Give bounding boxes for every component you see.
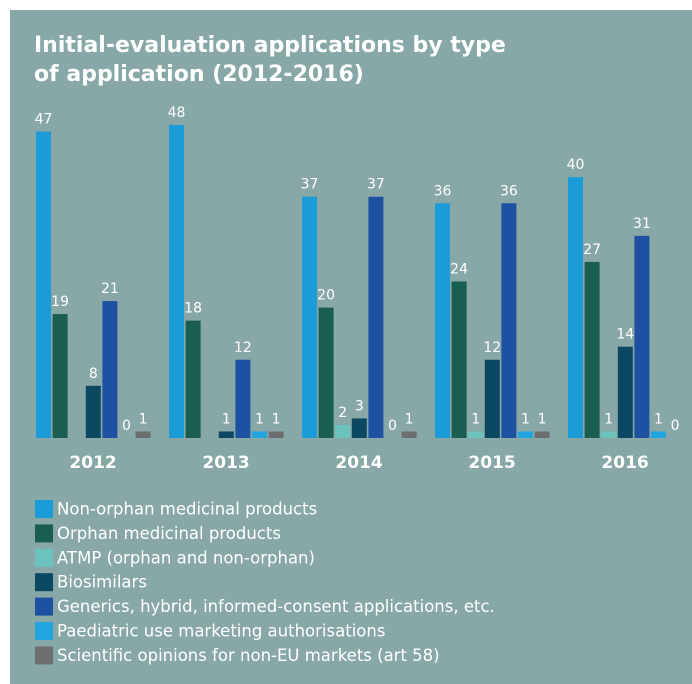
x-tick-label: 2016: [601, 453, 648, 473]
data-label: 1: [538, 411, 547, 427]
bar: [601, 431, 617, 438]
legend-swatch: [35, 573, 53, 592]
data-label: 2: [338, 405, 347, 421]
chart-title: Initial-evaluation applications by type o…: [34, 33, 506, 87]
data-label: 1: [255, 411, 264, 427]
legend-swatch: [35, 548, 53, 567]
bar: [185, 320, 201, 438]
bar: [518, 431, 533, 438]
data-label: 27: [583, 242, 601, 258]
data-label: 1: [604, 411, 613, 427]
legend-label: Scientific opinions for non-EU markets (…: [57, 646, 440, 665]
bar: [634, 235, 650, 438]
bar: [351, 418, 367, 438]
legend-swatch: [35, 622, 53, 640]
legend-label: Generics, hybrid, informed-consent appli…: [57, 597, 495, 616]
data-label: 31: [633, 216, 651, 232]
bar: [135, 431, 151, 438]
data-label: 20: [317, 288, 335, 304]
data-label: 1: [139, 411, 148, 427]
bar: [368, 196, 384, 438]
data-label: 3: [355, 398, 364, 414]
bar: [36, 131, 51, 439]
data-label: 18: [184, 301, 202, 317]
data-label: 1: [471, 411, 480, 427]
legend-label: Biosimilars: [57, 573, 147, 592]
bar: [302, 196, 317, 438]
bar: [218, 431, 234, 438]
legend-swatch: [35, 597, 53, 616]
data-label: 21: [101, 281, 119, 297]
bar: [451, 281, 467, 438]
data-label: 14: [616, 327, 634, 343]
legend-label: Orphan medicinal products: [57, 524, 281, 543]
data-label: 36: [500, 183, 518, 199]
data-label: 19: [51, 294, 69, 310]
bar: [85, 385, 101, 438]
data-label: 12: [483, 340, 501, 356]
legend-label: ATMP (orphan and non-orphan): [57, 548, 315, 567]
bar: [102, 301, 118, 438]
bar: [252, 431, 267, 438]
bar: [484, 359, 500, 438]
x-tick-label: 2015: [468, 453, 515, 473]
bar: [401, 431, 417, 438]
bar: [651, 431, 666, 438]
bar: [568, 177, 583, 438]
data-label: 47: [35, 112, 53, 128]
bar: [501, 203, 517, 438]
data-label: 37: [367, 177, 385, 193]
bar: [468, 431, 484, 438]
bar: [52, 314, 68, 438]
bar: [617, 346, 633, 438]
data-label: 24: [450, 262, 468, 278]
bar: [435, 203, 450, 438]
data-label: 1: [272, 411, 281, 427]
bar: [235, 359, 251, 438]
legend-swatch: [35, 524, 53, 543]
x-tick-label: 2014: [335, 453, 382, 473]
data-label: 12: [234, 340, 252, 356]
legend-swatch: [35, 500, 53, 518]
data-label: 1: [521, 411, 530, 427]
legend-label: Paediatric use marketing authorisations: [57, 622, 385, 641]
data-label: 1: [654, 411, 663, 427]
bar: [534, 431, 550, 438]
data-label: 0: [388, 418, 397, 434]
x-tick-label: 2012: [69, 453, 116, 473]
data-label: 0: [671, 418, 680, 434]
data-label: 8: [89, 366, 98, 382]
data-label: 37: [301, 177, 319, 193]
data-label: 36: [434, 183, 452, 199]
legend-swatch: [35, 646, 53, 665]
x-tick-label: 2013: [202, 453, 249, 473]
bar: [335, 424, 351, 438]
data-label: 1: [222, 411, 231, 427]
bar: [169, 125, 184, 438]
data-label: 48: [168, 105, 186, 121]
data-label: 0: [122, 418, 131, 434]
data-label: 40: [567, 157, 585, 173]
bar: [318, 307, 334, 438]
data-label: 1: [405, 411, 414, 427]
bar: [584, 261, 600, 438]
bar: [268, 431, 284, 438]
legend-label: Non-orphan medicinal products: [57, 500, 317, 519]
